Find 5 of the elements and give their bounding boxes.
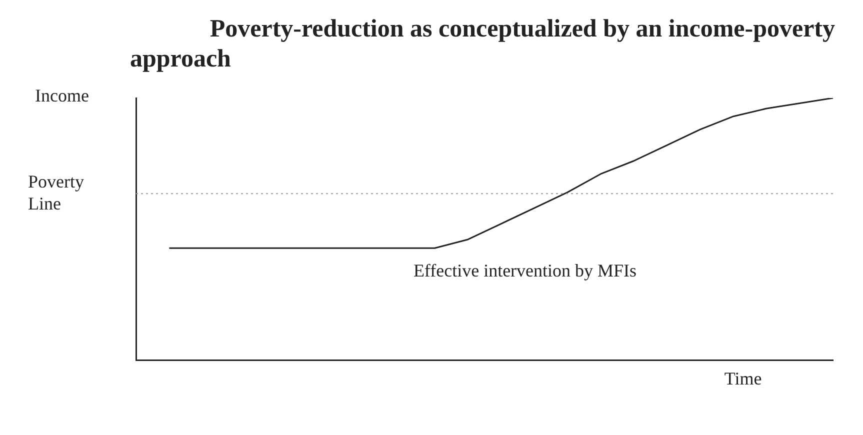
annotation: Effective intervention by MFIs (413, 260, 637, 281)
y-axis-title: Income (35, 86, 89, 106)
x-axis-title: Time (724, 368, 762, 389)
ref-line-label: Poverty Line (28, 171, 84, 214)
chart-title: Poverty-reduction as conceptualized by an income-poverty approach (130, 15, 836, 72)
